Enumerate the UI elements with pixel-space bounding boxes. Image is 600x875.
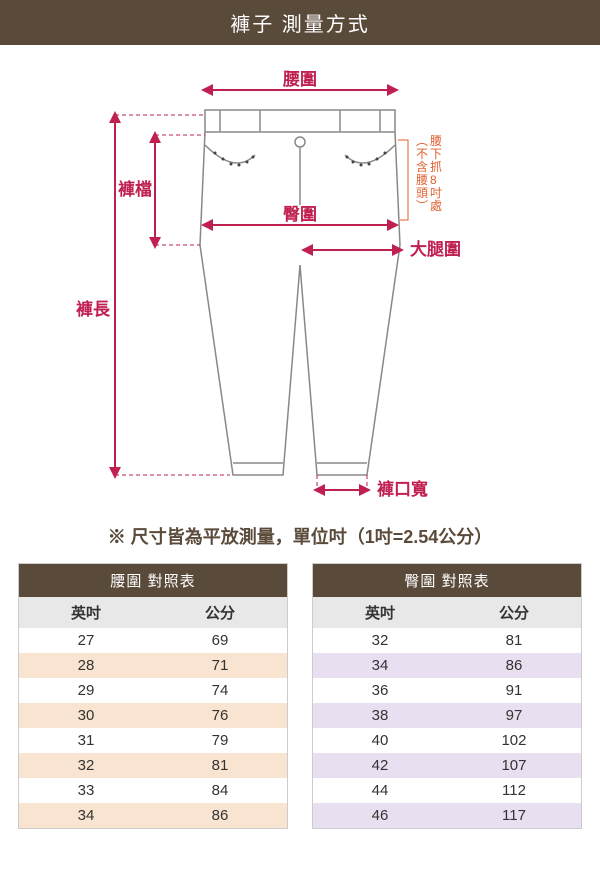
cell-inch: 34 [313, 653, 447, 678]
cell-inch: 44 [313, 778, 447, 803]
cell-inch: 32 [313, 628, 447, 653]
note-text: ※ 尺寸皆為平放測量，單位吋（1吋=2.54公分） [108, 527, 493, 547]
cell-inch: 32 [19, 753, 153, 778]
cell-inch: 40 [313, 728, 447, 753]
cell-cm: 81 [153, 753, 288, 778]
cell-cm: 107 [447, 753, 582, 778]
svg-text:吋: 吋 [430, 186, 442, 200]
cell-inch: 46 [313, 803, 447, 829]
table-row: 2974 [19, 678, 288, 703]
table-row: 3076 [19, 703, 288, 728]
cell-cm: 76 [153, 703, 288, 728]
cell-inch: 31 [19, 728, 153, 753]
measurement-note: ※ 尺寸皆為平放測量，單位吋（1吋=2.54公分） [0, 515, 600, 563]
table-row: 3486 [19, 803, 288, 829]
cell-inch: 29 [19, 678, 153, 703]
cell-inch: 27 [19, 628, 153, 653]
cell-inch: 36 [313, 678, 447, 703]
hip-table: 臀圍 對照表 英吋 公分 328134863691389740102421074… [312, 563, 582, 829]
waist-table: 腰圍 對照表 英吋 公分 276928712974307631793281338… [18, 563, 288, 829]
svg-text:不: 不 [416, 147, 428, 161]
cell-cm: 69 [153, 628, 288, 653]
page-header: 褲子 測量方式 [0, 0, 600, 45]
waist-table-title: 腰圍 對照表 [19, 564, 288, 598]
table-row: 46117 [313, 803, 582, 829]
cell-cm: 81 [447, 628, 582, 653]
label-rise: 褲檔 [118, 179, 152, 199]
svg-text:抓: 抓 [430, 160, 442, 174]
cell-cm: 117 [447, 803, 582, 829]
cell-inch: 33 [19, 778, 153, 803]
svg-text:頭: 頭 [416, 186, 428, 200]
cell-cm: 71 [153, 653, 288, 678]
hip-table-title: 臀圍 對照表 [313, 564, 582, 598]
label-hip: 臀圍 [283, 205, 317, 224]
side-note-1: ︵ [416, 134, 428, 148]
cell-cm: 79 [153, 728, 288, 753]
cell-cm: 74 [153, 678, 288, 703]
waist-col-cm: 公分 [153, 597, 288, 628]
label-thigh: 大腿圍 [410, 239, 461, 259]
svg-text:︶: ︶ [416, 199, 428, 213]
table-row: 3897 [313, 703, 582, 728]
waist-col-inch: 英吋 [19, 597, 153, 628]
measurement-diagram: 腰圍 褲檔 臀圍 大腿圍 褲長 褲口寬 ︵ 不 含 腰 頭 ︶ 腰 下 抓 8 … [0, 45, 600, 515]
cell-cm: 91 [447, 678, 582, 703]
table-row: 3691 [313, 678, 582, 703]
svg-text:腰: 腰 [416, 173, 428, 187]
table-row: 3179 [19, 728, 288, 753]
svg-text:下: 下 [430, 147, 442, 161]
cell-inch: 38 [313, 703, 447, 728]
table-row: 3486 [313, 653, 582, 678]
cell-cm: 102 [447, 728, 582, 753]
cell-cm: 112 [447, 778, 582, 803]
label-hem: 褲口寬 [377, 479, 428, 499]
cell-inch: 30 [19, 703, 153, 728]
table-row: 2769 [19, 628, 288, 653]
table-row: 2871 [19, 653, 288, 678]
cell-cm: 86 [153, 803, 288, 829]
cell-inch: 42 [313, 753, 447, 778]
label-waist: 腰圍 [283, 70, 317, 89]
label-length: 褲長 [76, 299, 111, 319]
table-row: 40102 [313, 728, 582, 753]
svg-text:處: 處 [430, 199, 442, 213]
cell-cm: 97 [447, 703, 582, 728]
cell-cm: 86 [447, 653, 582, 678]
svg-text:含: 含 [416, 159, 428, 174]
table-row: 3281 [313, 628, 582, 653]
table-row: 44112 [313, 778, 582, 803]
svg-text:腰: 腰 [430, 134, 442, 148]
tables-row: 腰圍 對照表 英吋 公分 276928712974307631793281338… [0, 563, 600, 829]
cell-inch: 34 [19, 803, 153, 829]
cell-inch: 28 [19, 653, 153, 678]
svg-text:8: 8 [430, 173, 437, 187]
table-row: 3384 [19, 778, 288, 803]
pants-svg: 腰圍 褲檔 臀圍 大腿圍 褲長 褲口寬 ︵ 不 含 腰 頭 ︶ 腰 下 抓 8 … [0, 45, 600, 515]
table-row: 42107 [313, 753, 582, 778]
table-row: 3281 [19, 753, 288, 778]
cell-cm: 84 [153, 778, 288, 803]
header-title: 褲子 測量方式 [230, 14, 370, 36]
hip-col-inch: 英吋 [313, 597, 447, 628]
hip-col-cm: 公分 [447, 597, 582, 628]
